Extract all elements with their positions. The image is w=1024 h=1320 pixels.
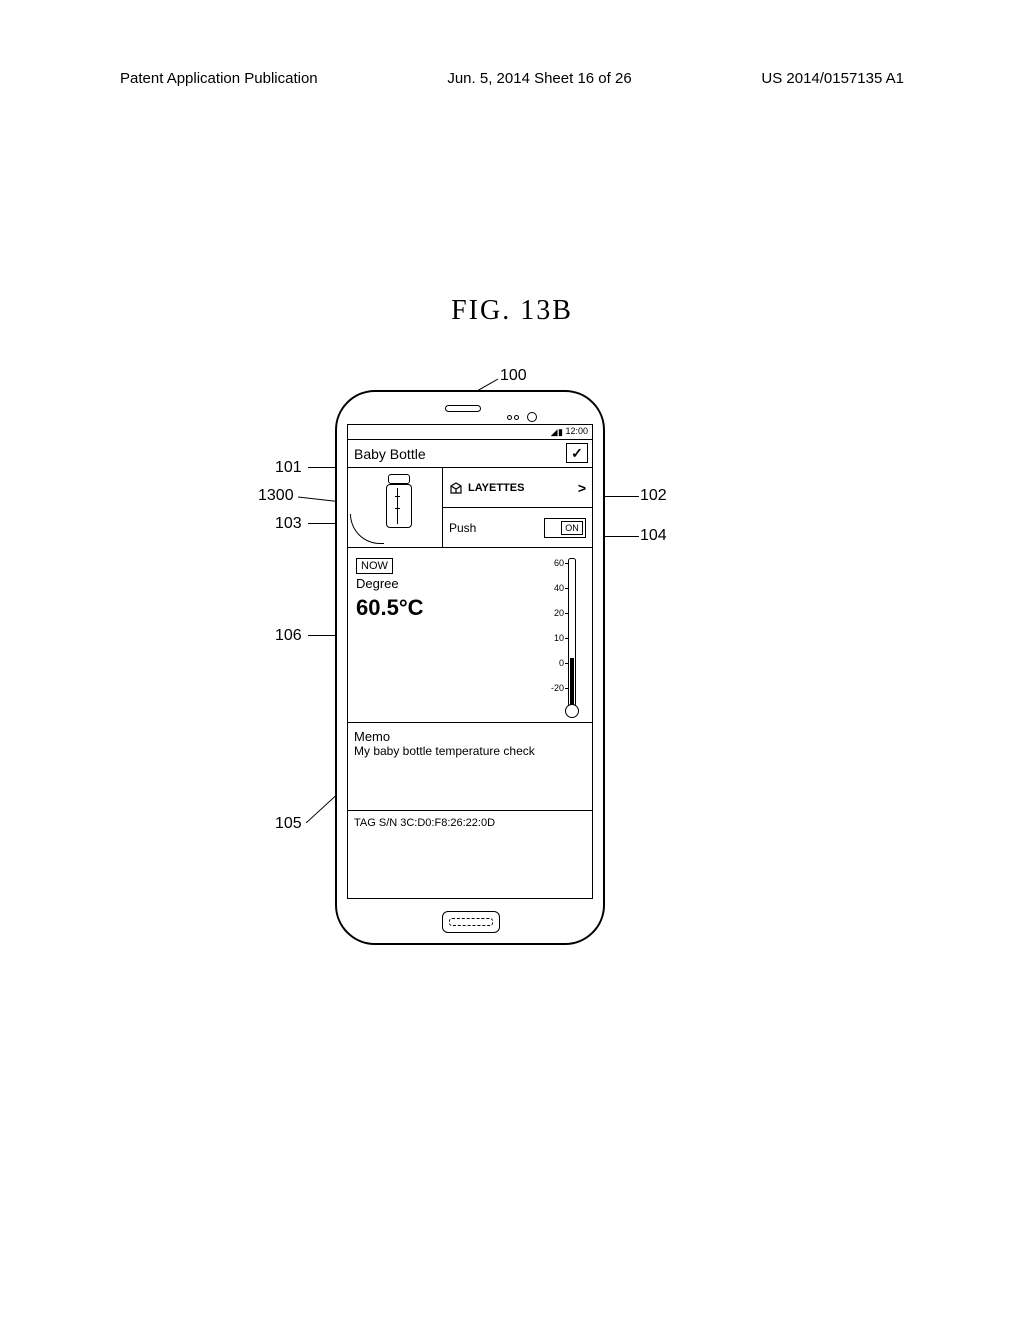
tag-row: TAG S/N 3C:D0:F8:26:22:0D bbox=[348, 811, 592, 841]
ref-104: 104 bbox=[640, 527, 667, 545]
sheet-label: Jun. 5, 2014 Sheet 16 of 26 bbox=[447, 70, 631, 87]
title-row: Baby Bottle ✓ bbox=[348, 440, 592, 468]
temperature-panel: NOW Degree 60.5°C 60 40 20 10 0 -20 bbox=[348, 548, 592, 723]
hand-icon bbox=[350, 514, 384, 544]
figure-title: FIG. 13B bbox=[0, 295, 1024, 327]
pub-number: US 2014/0157135 A1 bbox=[761, 70, 904, 87]
chevron-right-icon: > bbox=[578, 480, 586, 496]
ref-102: 102 bbox=[640, 487, 667, 505]
ref-105: 105 bbox=[275, 815, 302, 833]
sensor-dots bbox=[507, 407, 539, 425]
screen: ◢ ▮ 12:00 Baby Bottle ✓ bbox=[347, 424, 593, 899]
memo-text: My baby bottle temperature check bbox=[354, 744, 586, 758]
box-icon bbox=[449, 481, 463, 495]
category-button[interactable]: LAYETTES > bbox=[443, 468, 592, 508]
toggle-state: ON bbox=[561, 521, 583, 535]
figure-drawing: 100 101 1300 103 102 104 106 105 ◢ ▮ 12:… bbox=[0, 365, 1024, 985]
speaker-slot bbox=[445, 405, 481, 412]
push-label: Push bbox=[449, 521, 476, 535]
push-row: Push ON bbox=[443, 508, 592, 547]
push-toggle[interactable]: ON bbox=[544, 518, 586, 538]
bottle-icon bbox=[386, 474, 412, 528]
memo-panel: Memo My baby bottle temperature check bbox=[348, 723, 592, 811]
clock-label: 12:00 bbox=[565, 426, 588, 436]
confirm-button[interactable]: ✓ bbox=[566, 443, 588, 463]
bottle-illustration bbox=[348, 468, 443, 547]
pub-label: Patent Application Publication bbox=[120, 70, 318, 87]
thermometer-scale: 60 40 20 10 0 -20 bbox=[551, 558, 564, 708]
page-header: Patent Application Publication Jun. 5, 2… bbox=[0, 70, 1024, 87]
ref-101: 101 bbox=[275, 459, 302, 477]
thermometer-icon: 60 40 20 10 0 -20 bbox=[530, 556, 580, 714]
ref-103: 103 bbox=[275, 515, 302, 533]
memo-title: Memo bbox=[354, 729, 586, 744]
tag-serial: TAG S/N 3C:D0:F8:26:22:0D bbox=[354, 817, 495, 829]
ref-106: 106 bbox=[275, 627, 302, 645]
page-title: Baby Bottle bbox=[354, 446, 426, 462]
signal-battery-icon: ◢ ▮ bbox=[551, 427, 562, 438]
home-button[interactable] bbox=[442, 911, 500, 933]
check-icon: ✓ bbox=[571, 445, 583, 462]
phone-outline: ◢ ▮ 12:00 Baby Bottle ✓ bbox=[335, 390, 605, 945]
status-bar: ◢ ▮ 12:00 bbox=[348, 425, 592, 440]
info-row: LAYETTES > Push ON bbox=[348, 468, 592, 548]
ref-1300: 1300 bbox=[258, 487, 294, 505]
now-badge: NOW bbox=[356, 558, 393, 574]
ref-100: 100 bbox=[500, 367, 527, 385]
category-label: LAYETTES bbox=[468, 482, 524, 494]
